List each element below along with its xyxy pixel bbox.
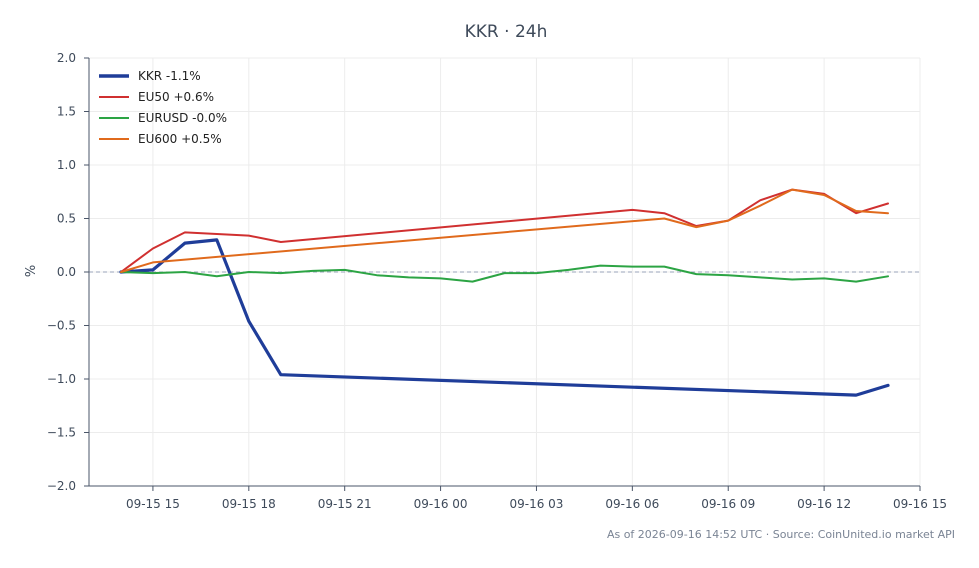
axes: −2.0 −1.5 −1.0 −0.5 0.0 0.5 1.0 1.5 2.0 09-15 15 0… (47, 51, 947, 511)
y-tick-label: −1.5 (47, 426, 76, 440)
y-tick-label: 0.5 (57, 212, 76, 226)
x-tick-label: 09-16 15 (893, 497, 947, 511)
x-tick-label: 09-15 21 (318, 497, 372, 511)
chart-title: KKR · 24h (465, 22, 548, 42)
legend-label: EU50 +0.6% (138, 90, 214, 104)
series-line (120, 188, 889, 273)
x-tick-label: 09-16 00 (414, 497, 468, 511)
y-tick-label: −1.0 (47, 372, 76, 386)
x-tick-label: 09-15 18 (222, 497, 276, 511)
legend-label: EURUSD -0.0% (138, 111, 227, 125)
y-tick-label: 1.0 (57, 158, 76, 172)
y-axis-label: % (24, 265, 39, 277)
y-tick-label: 0.0 (57, 265, 76, 279)
y-tick-label: 2.0 (57, 51, 76, 65)
x-tick-label: 09-15 15 (126, 497, 180, 511)
series-line (120, 188, 889, 273)
legend-label: EU600 +0.5% (138, 132, 222, 146)
x-tick-label: 09-16 12 (797, 497, 851, 511)
x-tick-label: 09-16 06 (605, 497, 659, 511)
y-tick-label: −2.0 (47, 479, 76, 493)
x-tick-label: 09-16 03 (509, 497, 563, 511)
grid-lines (89, 57, 921, 487)
source-footnote: As of 2026-09-16 14:52 UTC · Source: Coi… (607, 528, 955, 541)
legend-label: KKR -1.1% (138, 69, 201, 83)
series-line (119, 238, 890, 397)
legend: KKR -1.1% EU50 +0.6% EURUSD -0.0% EU600 +0.… (99, 69, 227, 146)
y-tick-label: 1.5 (57, 105, 76, 119)
x-tick-label: 09-16 09 (701, 497, 755, 511)
y-tick-label: −0.5 (47, 319, 76, 333)
series-lines (119, 188, 890, 397)
series-line (120, 264, 889, 283)
